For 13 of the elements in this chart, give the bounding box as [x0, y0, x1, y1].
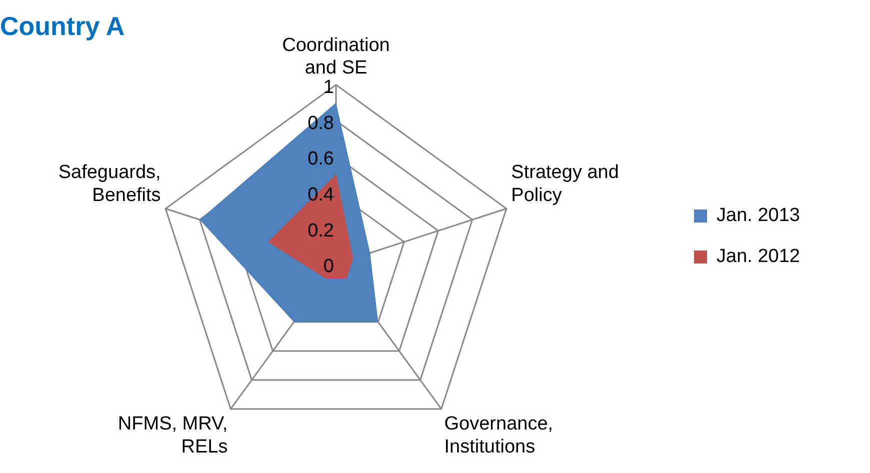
spoke-label: Governance, Institutions [444, 414, 554, 458]
spoke-label: Coordination and SE [282, 34, 390, 79]
spoke-label: Strategy and Policy [511, 162, 619, 206]
y-tick-label: 1 [323, 77, 334, 98]
spoke-label: NFMS, MRV, RELs [118, 414, 228, 458]
y-tick-label: 0.8 [308, 112, 334, 134]
legend-label: Jan. 2013 [716, 205, 800, 226]
y-tick-label: 0 [323, 256, 334, 278]
legend-label: Jan. 2012 [716, 246, 800, 268]
spoke-label: Safeguards, Benefits [58, 162, 161, 206]
chart-title: Country A [0, 10, 125, 41]
y-tick-label: 0.6 [308, 148, 334, 170]
y-tick-label: 0.2 [308, 220, 334, 242]
